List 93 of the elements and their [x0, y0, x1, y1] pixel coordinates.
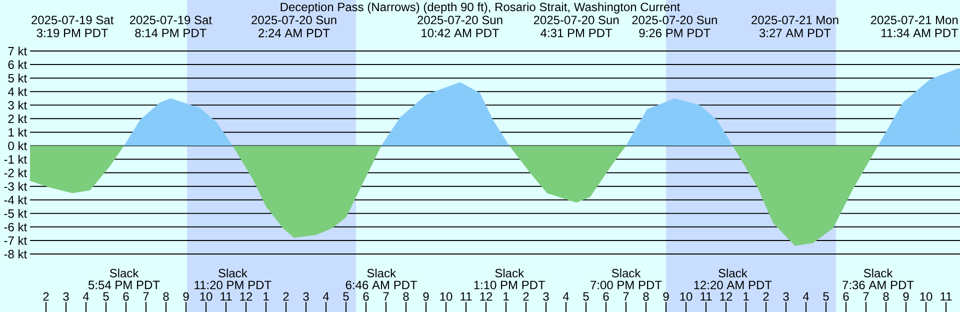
- x-tick-label: 8: [643, 292, 649, 301]
- text: 2025-07-20 Sun: [632, 16, 717, 24]
- y-tick-label: -6 kt: [4, 222, 27, 232]
- x-tick-label: 8: [403, 292, 409, 301]
- x-tick-label: 9: [183, 292, 189, 301]
- y-tick-label: -4 kt: [4, 195, 27, 204]
- text: 7:00 PM PDT: [590, 280, 662, 290]
- text: 1:10 PM PDT: [474, 280, 546, 290]
- y-tick-label: -5 kt: [4, 208, 27, 218]
- x-tick-label: 9: [663, 292, 669, 301]
- x-tick-label: 6: [843, 292, 849, 301]
- text: 2025-07-19 Sat: [130, 16, 212, 24]
- x-tick-label: 12: [240, 292, 252, 301]
- text: 10:42 AM PDT: [422, 28, 500, 38]
- y-tick-label: -1 kt: [4, 154, 27, 164]
- x-tick-label: 9: [903, 292, 909, 301]
- text: 2025-07-20 Sun: [534, 16, 619, 24]
- x-tick-label: 12: [720, 292, 732, 301]
- text: 2025-07-20 Sun: [252, 16, 336, 24]
- x-tick-label: 4: [562, 292, 569, 301]
- x-tick-label: 8: [163, 292, 169, 301]
- y-tick-label: -8 kt: [4, 250, 27, 258]
- x-tick-label: 3: [303, 292, 309, 301]
- y-tick-label: -3 kt: [4, 182, 27, 191]
- y-tick-label: -7 kt: [4, 236, 27, 245]
- text: Slack: [864, 268, 893, 278]
- text: Slack: [367, 268, 396, 278]
- x-tick-label: 1: [744, 292, 749, 301]
- x-tick-label: 2: [523, 292, 529, 301]
- text: Slack: [110, 268, 139, 278]
- text: 2025-07-20 Sun: [418, 16, 502, 24]
- text: 11:20 PM PDT: [194, 280, 272, 290]
- x-tick-label: 11: [700, 292, 712, 301]
- text: 6:46 AM PDT: [346, 280, 418, 290]
- x-tick-label: 4: [82, 292, 89, 301]
- x-tick-label: 7: [143, 292, 149, 301]
- text: 3:19 PM PDT: [36, 28, 108, 38]
- x-tick-label: 4: [322, 292, 329, 301]
- x-tick-label: 10: [440, 292, 452, 301]
- x-tick-label: 6: [603, 292, 609, 301]
- x-tick-label: 6: [363, 292, 369, 301]
- text: 11:34 AM PDT: [882, 28, 958, 38]
- x-tick-label: 3: [783, 292, 789, 301]
- y-tick-label: 2 kt: [8, 114, 27, 124]
- x-tick-label: 5: [103, 292, 109, 301]
- x-tick-label: 9: [423, 292, 429, 301]
- text: 7:36 AM PDT: [842, 280, 914, 290]
- x-tick-label: 2: [43, 292, 49, 301]
- y-tick-label: 3 kt: [8, 100, 27, 110]
- text: Slack: [495, 268, 524, 278]
- text: 2025-07-21 Mon: [870, 16, 958, 24]
- y-tick-label: 5 kt: [8, 74, 27, 82]
- chart-title: Deception Pass (Narrows) (depth 90 ft), Rosario Strait, Washington Current: [280, 2, 680, 14]
- x-tick-label: 3: [63, 292, 69, 301]
- x-tick-label: 6: [123, 292, 129, 301]
- y-tick-label: 1 kt: [8, 128, 27, 137]
- x-tick-label: 2: [283, 292, 289, 301]
- x-tick-label: 10: [920, 292, 932, 301]
- text: Slack: [612, 268, 641, 278]
- x-tick-label: 4: [802, 292, 809, 301]
- x-tick-label: 10: [200, 292, 212, 301]
- x-tick-label: 11: [220, 292, 232, 301]
- x-tick-label: 5: [823, 292, 829, 301]
- x-tick-label: 8: [883, 292, 889, 301]
- text: 2:24 AM PDT: [258, 28, 330, 38]
- x-tick-label: 7: [623, 292, 629, 301]
- x-tick-label: 5: [343, 292, 349, 301]
- text: Slack: [718, 268, 748, 278]
- y-tick-label: 0 kt: [8, 141, 27, 150]
- x-tick-label: 2: [763, 292, 769, 301]
- x-tick-label: 1: [504, 292, 509, 301]
- text: 2025-07-19 Sat: [32, 16, 114, 24]
- y-tick-label: -2 kt: [4, 168, 27, 178]
- x-tick-label: 7: [383, 292, 389, 301]
- y-tick-label: 6 kt: [8, 60, 27, 69]
- x-tick-label: 3: [543, 292, 549, 301]
- x-tick-label: 11: [460, 292, 472, 301]
- text: 2025-07-21 Mon: [752, 16, 838, 24]
- x-tick-label: 1: [264, 292, 269, 301]
- text: 8:14 PM PDT: [135, 28, 206, 38]
- y-tick-label: 4 kt: [8, 87, 27, 96]
- x-tick-label: 5: [583, 292, 589, 301]
- x-tick-label: 11: [940, 292, 952, 301]
- text: 4:31 PM PDT: [540, 28, 612, 38]
- x-tick-label: 10: [680, 292, 692, 301]
- text: 9:26 PM PDT: [639, 28, 710, 38]
- y-tick-label: 7 kt: [8, 46, 27, 56]
- text: 5:54 PM PDT: [88, 280, 160, 290]
- text: 3:27 AM PDT: [759, 28, 831, 38]
- x-tick-label: 7: [863, 292, 869, 301]
- text: 12:20 AM PDT: [694, 280, 772, 290]
- text: Slack: [218, 268, 248, 278]
- x-tick-label: 12: [480, 292, 492, 301]
